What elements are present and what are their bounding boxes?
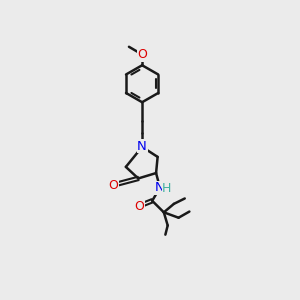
Text: N: N [137,140,147,153]
Text: O: O [134,200,144,213]
Text: O: O [109,179,118,192]
Text: H: H [162,182,172,195]
Text: N: N [154,181,164,194]
Text: O: O [137,48,147,61]
